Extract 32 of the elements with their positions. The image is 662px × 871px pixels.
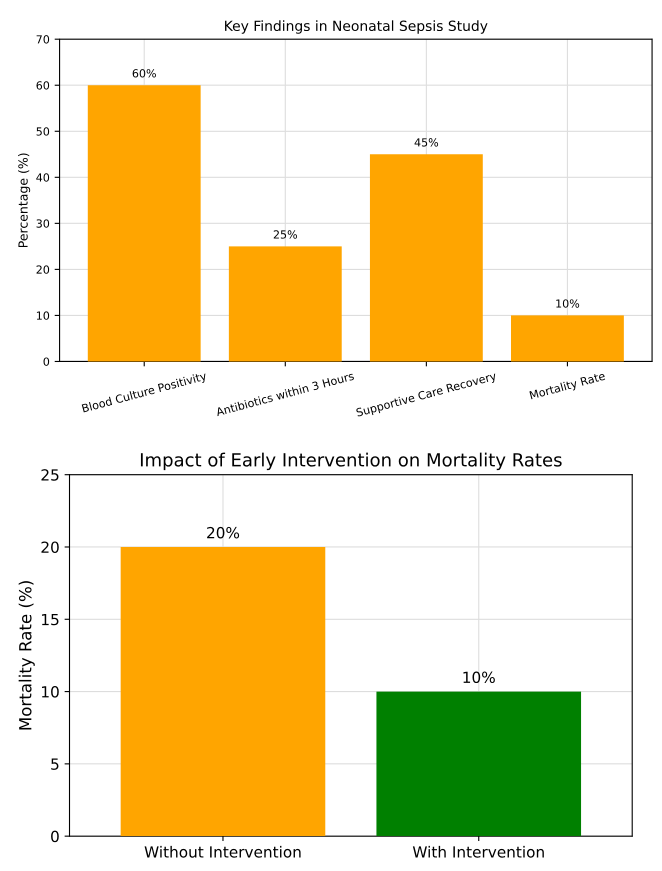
y-tick-label: 20 xyxy=(36,265,50,274)
y-axis-title: Mortality Rate (%) xyxy=(18,581,35,730)
y-tick-label: 50 xyxy=(36,127,50,136)
y-tick-label: 0 xyxy=(51,830,59,842)
data-label: 25% xyxy=(274,230,298,239)
y-tick-label: 20 xyxy=(41,541,59,554)
y-tick-label: 15 xyxy=(42,614,58,626)
x-tick-label: Without Intervention xyxy=(144,846,301,858)
y-axis-title: Percentage (%) xyxy=(18,153,30,248)
y-tick-label: 40 xyxy=(36,173,50,182)
y-tick-label: 30 xyxy=(36,219,50,228)
x-tick-label: Mortality Rate xyxy=(529,371,606,402)
y-tick-label: 60 xyxy=(36,81,50,90)
y-tick-label: 25 xyxy=(41,469,58,481)
bar xyxy=(370,154,483,362)
bar xyxy=(228,246,342,362)
x-tick-label: With Intervention xyxy=(412,846,544,858)
y-tick-label: 5 xyxy=(51,758,58,770)
x-tick-label: Blood Culture Positivity xyxy=(82,371,208,415)
data-label: 60% xyxy=(132,69,156,78)
data-label: 10% xyxy=(556,299,580,308)
bar xyxy=(88,85,201,362)
data-label: 45% xyxy=(414,138,438,147)
y-tick-label: 0 xyxy=(44,357,50,366)
y-tick-label: 70 xyxy=(36,35,50,44)
chart-title: Impact of Early Intervention on Mortality Rates xyxy=(140,452,562,470)
data-label: 10% xyxy=(463,672,495,684)
y-tick-label: 10 xyxy=(42,686,59,698)
bar xyxy=(511,315,624,362)
chart-title: Key Findings in Neonatal Sepsis Study xyxy=(225,20,488,34)
y-tick-label: 10 xyxy=(36,311,50,320)
data-label: 20% xyxy=(207,526,240,538)
